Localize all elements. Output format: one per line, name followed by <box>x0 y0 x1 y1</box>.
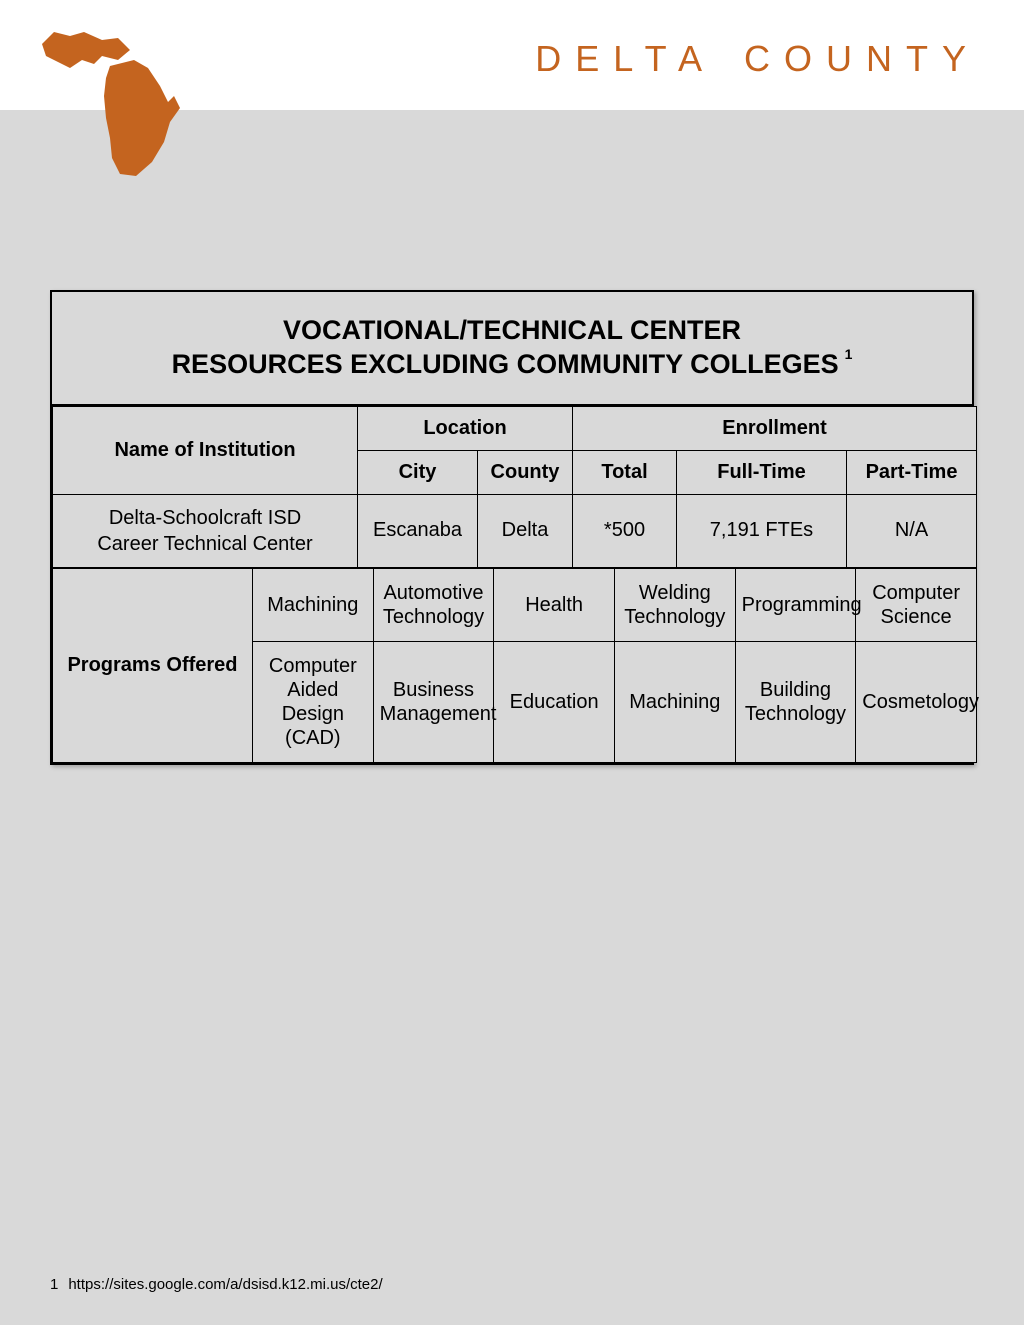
hdr-enrollment: Enrollment <box>573 406 977 450</box>
prog-r2c1: Computer Aided Design (CAD) <box>253 641 374 762</box>
hdr-name: Name of Institution <box>53 406 358 494</box>
hdr-full: Full-Time <box>677 450 847 494</box>
cell-full: 7,191 FTEs <box>677 494 847 567</box>
hdr-programs: Programs Offered <box>53 568 253 762</box>
table-title-line1: VOCATIONAL/TECHNICAL CENTER <box>62 314 962 348</box>
cell-county: Delta <box>478 494 573 567</box>
county-title-word-a: DELTA <box>535 38 716 79</box>
programs-grid: Programs Offered Machining Automotive Te… <box>52 568 977 763</box>
table-title: VOCATIONAL/TECHNICAL CENTER RESOURCES EX… <box>52 292 972 406</box>
hdr-part: Part-Time <box>847 450 977 494</box>
prog-r2c2: Business Management <box>373 641 494 762</box>
prog-r1c2: Automotive Technology <box>373 568 494 641</box>
footnote-num: 1 <box>50 1276 58 1293</box>
institution-grid: Name of Institution Location Enrollment … <box>52 406 977 568</box>
page-body: VOCATIONAL/TECHNICAL CENTER RESOURCES EX… <box>0 110 1024 1325</box>
cell-city: Escanaba <box>358 494 478 567</box>
prog-r2c5: Building Technology <box>735 641 856 762</box>
hdr-location: Location <box>358 406 573 450</box>
michigan-logo-icon <box>40 26 200 186</box>
cell-part: N/A <box>847 494 977 567</box>
hdr-city: City <box>358 450 478 494</box>
county-title: DELTA COUNTY <box>535 38 980 80</box>
main-table: VOCATIONAL/TECHNICAL CENTER RESOURCES EX… <box>50 290 974 765</box>
prog-r2c3: Education <box>494 641 615 762</box>
hdr-county: County <box>478 450 573 494</box>
inst-line2: Career Technical Center <box>59 531 351 557</box>
table-title-line2: RESOURCES EXCLUDING COMMUNITY COLLEGES <box>172 349 839 379</box>
footnote-text: https://sites.google.com/a/dsisd.k12.mi.… <box>68 1276 382 1293</box>
prog-r1c6: Computer Science <box>856 568 977 641</box>
prog-r1c3: Health <box>494 568 615 641</box>
prog-r1c1: Machining <box>253 568 374 641</box>
footnote: 1 https://sites.google.com/a/dsisd.k12.mi… <box>50 1276 383 1293</box>
prog-r1c4: Welding Technology <box>614 568 735 641</box>
prog-r2c4: Machining <box>614 641 735 762</box>
table-title-line2-wrap: RESOURCES EXCLUDING COMMUNITY COLLEGES 1 <box>62 348 962 382</box>
prog-r2c6: Cosmetology <box>856 641 977 762</box>
table-title-footnote-ref: 1 <box>845 346 853 362</box>
county-title-word-b: COUNTY <box>744 38 980 79</box>
cell-total: *500 <box>573 494 677 567</box>
cell-institution: Delta-Schoolcraft ISD Career Technical C… <box>53 494 358 567</box>
hdr-total: Total <box>573 450 677 494</box>
prog-r1c5: Programming <box>735 568 856 641</box>
table-row: Delta-Schoolcraft ISD Career Technical C… <box>53 494 977 567</box>
inst-line1: Delta-Schoolcraft ISD <box>59 505 351 531</box>
